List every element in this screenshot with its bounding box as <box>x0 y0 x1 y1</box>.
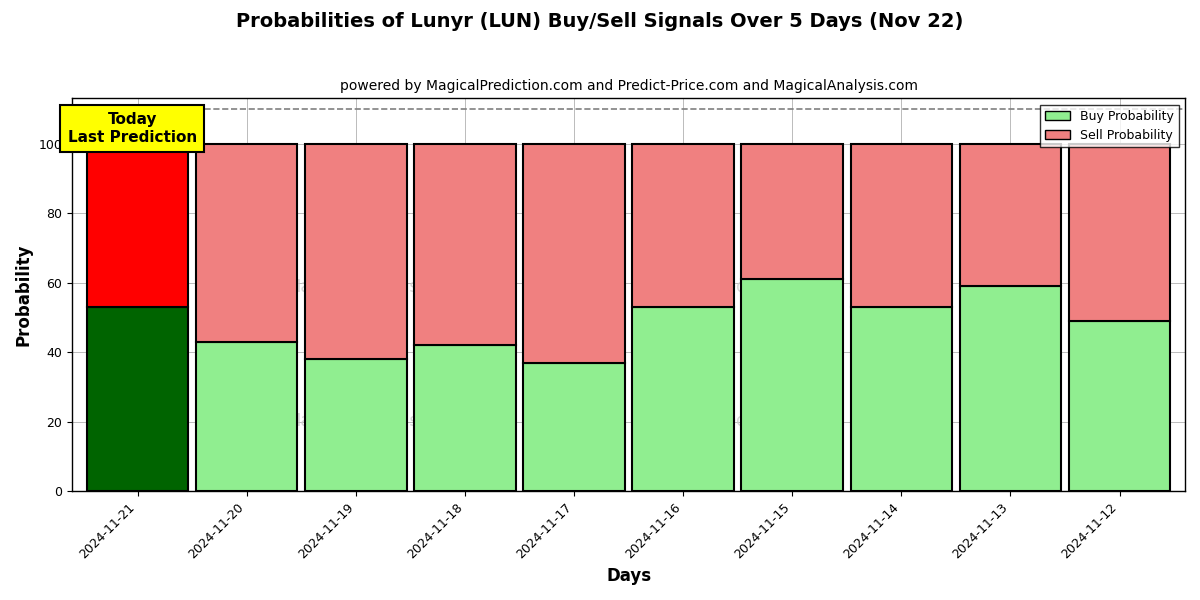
Bar <box>305 143 407 359</box>
Bar <box>632 143 734 307</box>
Bar <box>196 342 298 491</box>
Bar <box>960 143 1061 286</box>
Bar <box>851 307 952 491</box>
Bar <box>305 359 407 491</box>
Legend: Buy Probability, Sell Probability: Buy Probability, Sell Probability <box>1040 104 1178 147</box>
Bar <box>86 143 188 307</box>
X-axis label: Days: Days <box>606 567 652 585</box>
Bar <box>414 143 516 346</box>
Bar <box>851 143 952 307</box>
Text: MagicalPrediction.com: MagicalPrediction.com <box>647 278 833 296</box>
Text: Today
Last Prediction: Today Last Prediction <box>67 112 197 145</box>
Text: Probabilities of Lunyr (LUN) Buy/Sell Signals Over 5 Days (Nov 22): Probabilities of Lunyr (LUN) Buy/Sell Si… <box>236 12 964 31</box>
Bar <box>742 143 842 279</box>
Bar <box>523 363 625 491</box>
Bar <box>1069 143 1170 321</box>
Bar <box>742 279 842 491</box>
Bar <box>86 307 188 491</box>
Bar <box>196 143 298 342</box>
Bar <box>414 346 516 491</box>
Text: MagicalAnalysis.com: MagicalAnalysis.com <box>286 278 460 296</box>
Bar <box>1069 321 1170 491</box>
Y-axis label: Probability: Probability <box>16 244 34 346</box>
Text: MagicalAnalysis.com: MagicalAnalysis.com <box>286 412 460 430</box>
Text: MagicalPrediction.com: MagicalPrediction.com <box>647 412 833 430</box>
Bar <box>632 307 734 491</box>
Bar <box>523 143 625 363</box>
Title: powered by MagicalPrediction.com and Predict-Price.com and MagicalAnalysis.com: powered by MagicalPrediction.com and Pre… <box>340 79 918 93</box>
Bar <box>960 286 1061 491</box>
